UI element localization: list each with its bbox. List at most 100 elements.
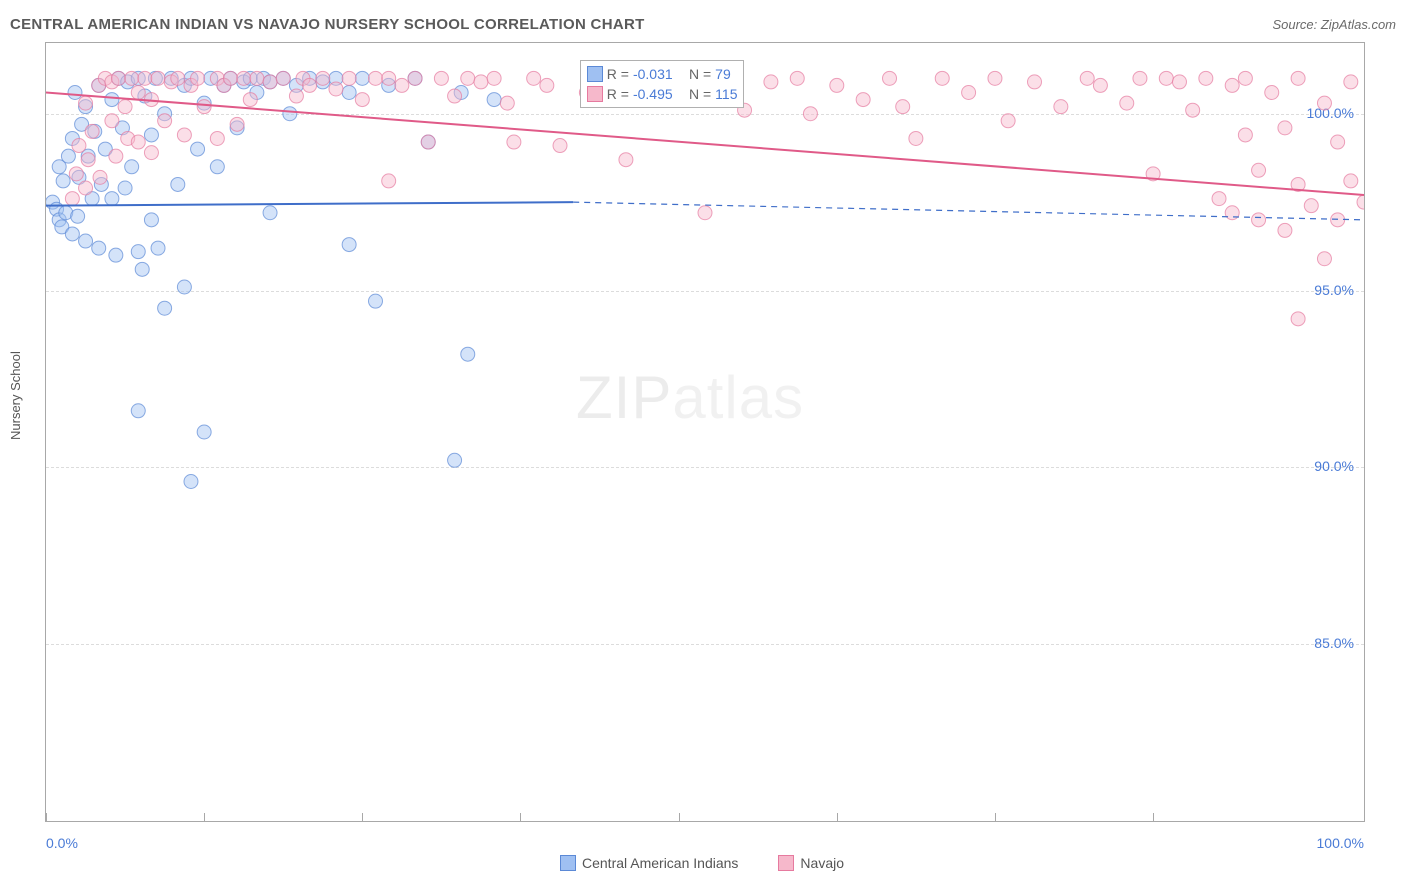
data-point-cai — [131, 404, 145, 418]
data-point-nav — [421, 135, 435, 149]
data-point-nav — [1238, 71, 1252, 85]
legend-swatch — [778, 855, 794, 871]
data-point-nav — [316, 71, 330, 85]
data-point-cai — [144, 128, 158, 142]
legend-r-value: -0.031 — [633, 64, 685, 84]
data-point-nav — [909, 131, 923, 145]
data-point-nav — [1172, 75, 1186, 89]
data-point-nav — [93, 170, 107, 184]
legend-item: Navajo — [778, 855, 844, 871]
data-point-nav — [1054, 100, 1068, 114]
legend-n-label: N = — [689, 84, 711, 104]
legend-row: R =-0.031N =79 — [587, 64, 738, 84]
data-point-nav — [250, 71, 264, 85]
data-point-nav — [197, 100, 211, 114]
data-point-nav — [1344, 174, 1358, 188]
data-point-nav — [382, 71, 396, 85]
data-point-nav — [1344, 75, 1358, 89]
chart-title: CENTRAL AMERICAN INDIAN VS NAVAJO NURSER… — [10, 16, 645, 33]
data-point-nav — [1278, 121, 1292, 135]
data-point-cai — [171, 177, 185, 191]
data-point-nav — [395, 78, 409, 92]
data-point-nav — [1080, 71, 1094, 85]
x-tick-label: 100.0% — [1317, 835, 1364, 851]
data-point-nav — [1357, 195, 1364, 209]
correlation-legend: R =-0.031N =79R =-0.495N =115 — [580, 60, 745, 108]
x-tick-mark — [362, 813, 363, 822]
data-point-nav — [619, 153, 633, 167]
legend-label: Central American Indians — [582, 855, 738, 871]
data-point-cai — [125, 160, 139, 174]
data-point-cai — [68, 86, 82, 100]
data-point-nav — [507, 135, 521, 149]
data-point-cai — [131, 245, 145, 259]
data-point-nav — [1133, 71, 1147, 85]
legend-item: Central American Indians — [560, 855, 738, 871]
data-point-nav — [553, 139, 567, 153]
data-point-nav — [1159, 71, 1173, 85]
data-point-nav — [1225, 206, 1239, 220]
data-point-nav — [1252, 163, 1266, 177]
data-point-cai — [355, 71, 369, 85]
regression-line-cai-dash — [573, 202, 1364, 220]
data-point-cai — [263, 206, 277, 220]
data-point-nav — [1265, 86, 1279, 100]
data-point-nav — [243, 93, 257, 107]
data-point-nav — [263, 75, 277, 89]
plot-area: 85.0%90.0%95.0%100.0% ZIPatlas R =-0.031… — [45, 42, 1365, 822]
data-point-cai — [79, 234, 93, 248]
data-point-nav — [329, 82, 343, 96]
data-point-nav — [65, 192, 79, 206]
data-point-nav — [85, 124, 99, 138]
data-point-nav — [1001, 114, 1015, 128]
data-point-cai — [448, 453, 462, 467]
data-point-cai — [109, 248, 123, 262]
data-point-nav — [125, 71, 139, 85]
legend-n-value: 79 — [715, 64, 731, 84]
legend-row: R =-0.495N =115 — [587, 84, 738, 104]
data-point-nav — [830, 78, 844, 92]
data-point-nav — [1212, 192, 1226, 206]
data-point-nav — [355, 93, 369, 107]
regression-line-cai — [46, 202, 573, 206]
data-point-nav — [803, 107, 817, 121]
data-point-nav — [81, 153, 95, 167]
data-point-nav — [151, 71, 165, 85]
data-point-nav — [856, 93, 870, 107]
data-point-cai — [92, 241, 106, 255]
data-point-cai — [197, 425, 211, 439]
data-point-nav — [111, 71, 125, 85]
legend-n-value: 115 — [715, 84, 737, 104]
data-point-nav — [210, 131, 224, 145]
data-point-nav — [224, 71, 238, 85]
data-point-nav — [342, 71, 356, 85]
data-point-nav — [1186, 103, 1200, 117]
data-point-nav — [109, 149, 123, 163]
data-point-nav — [883, 71, 897, 85]
data-point-nav — [79, 96, 93, 110]
legend-r-value: -0.495 — [633, 84, 685, 104]
data-point-nav — [276, 71, 290, 85]
data-point-cai — [158, 301, 172, 315]
data-point-nav — [474, 75, 488, 89]
x-tick-label: 0.0% — [46, 835, 78, 851]
legend-swatch — [587, 86, 603, 102]
legend-swatch — [560, 855, 576, 871]
data-point-nav — [138, 71, 152, 85]
data-point-cai — [144, 213, 158, 227]
data-point-nav — [487, 71, 501, 85]
x-tick-mark — [520, 813, 521, 822]
legend-n-label: N = — [689, 64, 711, 84]
data-point-nav — [1225, 78, 1239, 92]
data-point-nav — [369, 71, 383, 85]
data-point-nav — [790, 71, 804, 85]
data-point-cai — [461, 347, 475, 361]
data-point-cai — [210, 160, 224, 174]
data-point-nav — [1028, 75, 1042, 89]
data-point-cai — [65, 227, 79, 241]
data-point-cai — [342, 238, 356, 252]
data-point-nav — [158, 114, 172, 128]
data-point-nav — [1317, 96, 1331, 110]
data-point-cai — [105, 192, 119, 206]
data-point-nav — [118, 100, 132, 114]
